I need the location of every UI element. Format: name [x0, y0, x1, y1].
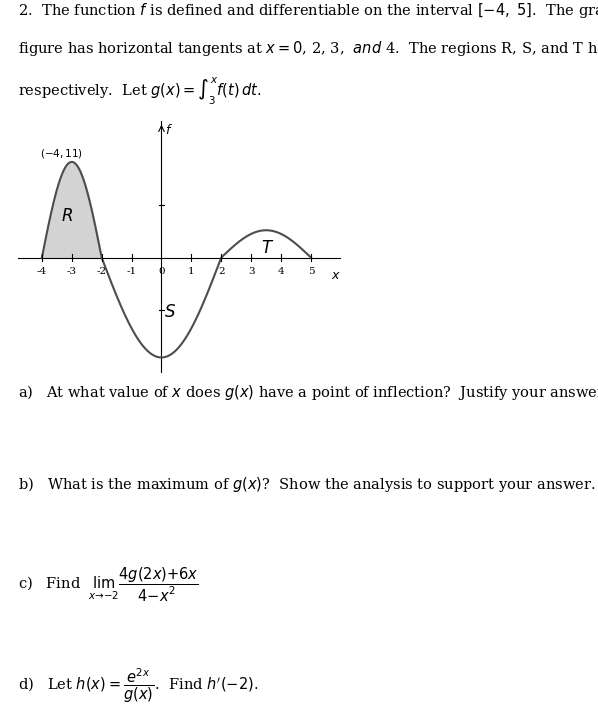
Text: b)   What is the maximum of $g(x)$?  Show the analysis to support your answer.: b) What is the maximum of $g(x)$? Show t… [18, 475, 596, 493]
Text: 5: 5 [307, 267, 315, 276]
Text: 2.  The function $f$ is defined and differentiable on the interval $[-4,\ 5]$.  : 2. The function $f$ is defined and diffe… [18, 1, 598, 20]
Text: $(-4,11)$: $(-4,11)$ [41, 146, 83, 160]
Text: $S$: $S$ [164, 304, 176, 321]
Text: -3: -3 [67, 267, 77, 276]
Text: figure has horizontal tangents at $x = 0$, 2, 3,  $and$ 4.  The regions R, S, an: figure has horizontal tangents at $x = 0… [18, 38, 598, 58]
Text: 0: 0 [158, 267, 165, 276]
Text: a)   At what value of $x$ does $g(x)$ have a point of inflection?  Justify your : a) At what value of $x$ does $g(x)$ have… [18, 383, 598, 402]
Text: 3: 3 [248, 267, 255, 276]
Text: $f$: $f$ [165, 124, 173, 137]
Text: c)   Find  $\lim_{x \to -2} \dfrac{4g(2x)+6x}{4-x^2}$: c) Find $\lim_{x \to -2} \dfrac{4g(2x)+6… [18, 566, 199, 604]
Text: -2: -2 [97, 267, 106, 276]
Text: 1: 1 [188, 267, 195, 276]
Text: d)   Let $h(x) = \dfrac{e^{2x}}{g(x)}$.  Find $h'(-2)$.: d) Let $h(x) = \dfrac{e^{2x}}{g(x)}$. Fi… [18, 667, 258, 705]
Text: $x$: $x$ [331, 269, 341, 282]
Text: $R$: $R$ [61, 208, 74, 225]
Text: respectively.  Let $g(x) = \int_3^x f(t)\,dt$.: respectively. Let $g(x) = \int_3^x f(t)\… [18, 76, 261, 107]
Text: 2: 2 [218, 267, 225, 276]
Text: 4: 4 [277, 267, 285, 276]
Text: -1: -1 [127, 267, 136, 276]
Text: $T$: $T$ [261, 240, 274, 257]
Text: -4: -4 [37, 267, 47, 276]
